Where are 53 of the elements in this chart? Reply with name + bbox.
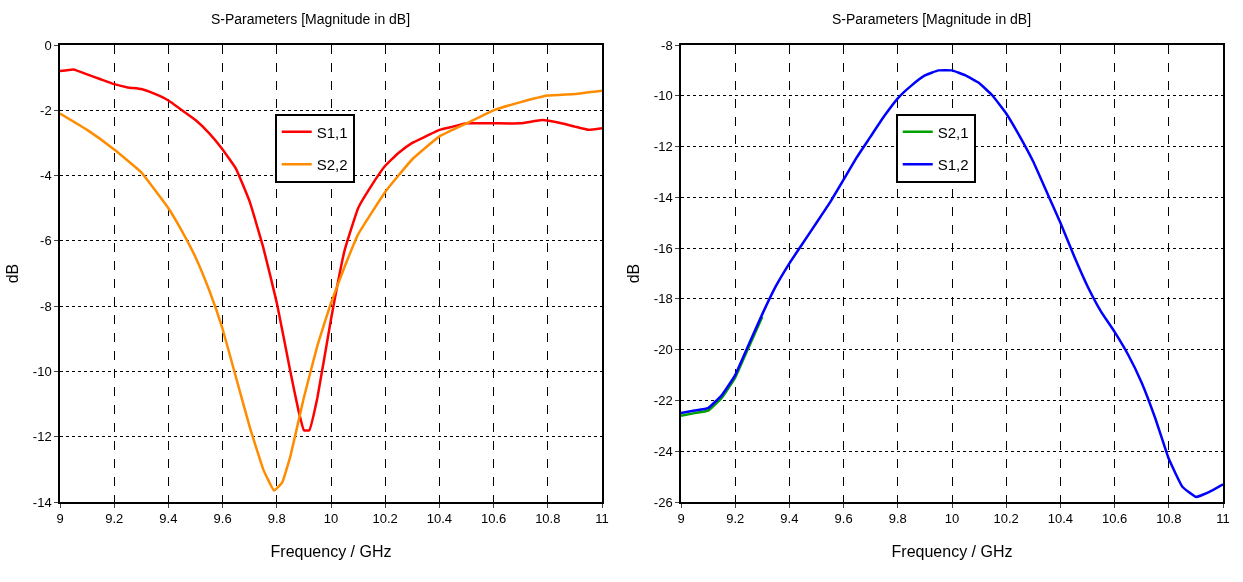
line-series [681,68,1223,499]
x-tick-label: 9.2 [726,511,745,527]
x-tick-label: 9.4 [159,511,178,527]
x-tick-label: 9.4 [780,511,799,527]
y-tick-label: -26 [653,494,673,510]
y-tick-label: -14 [653,189,673,205]
y-tick-label: -16 [653,240,673,256]
x-tick-label: 10.2 [993,511,1019,527]
x-tick-label: 9.6 [213,511,232,527]
chart-title: S-Parameters [Magnitude in dB] [831,11,1032,28]
x-tick-label: 9 [56,511,64,527]
y-tick-label: -10 [32,363,52,379]
y-tick-label: -24 [653,443,673,459]
x-tick-label: 10.6 [1101,511,1128,527]
x-tick-label: 9.6 [834,511,853,527]
legend-label: S2,2 [316,156,348,174]
y-tick-label: -2 [40,102,52,118]
y-tick-label: -6 [40,233,52,249]
x-axis-title: Frequency / GHz [891,542,1013,560]
y-tick-label: -8 [661,37,673,53]
y-tick-label: -8 [40,298,52,314]
legend-label: S1,2 [937,156,969,174]
x-tick-label: 10.8 [1156,511,1182,527]
y-tick-label: -20 [653,342,673,358]
y-tick-label: 0 [44,37,52,53]
y-axis-title: dB [3,263,21,284]
x-axis-title: Frequency / GHz [270,542,392,560]
x-tick-label: 10.4 [1047,511,1074,527]
x-tick-label: 11 [595,511,609,527]
x-tick-label: 10.2 [372,511,398,527]
legend-label: S2,1 [937,123,969,141]
y-tick-label: -12 [32,429,52,445]
line-series [60,68,602,432]
x-tick-label: 10.6 [480,511,507,527]
y-tick-label: -22 [653,392,673,408]
chart-title: S-Parameters [Magnitude in dB] [210,11,411,28]
y-tick-label: -14 [32,494,52,510]
x-tick-label: 9.8 [267,511,286,527]
y-tick-label: -10 [653,88,673,104]
y-tick-label: -12 [653,139,673,155]
x-tick-label: 10 [323,511,339,527]
x-tick-label: 10.8 [535,511,561,527]
x-tick-label: 11 [1216,511,1230,527]
y-tick-label: -4 [40,168,52,184]
x-tick-label: 10.4 [426,511,453,527]
x-tick-label: 10 [944,511,960,527]
line-series [60,89,602,492]
y-tick-label: -18 [653,291,673,307]
x-tick-label: 9.8 [888,511,907,527]
y-axis-title: dB [624,263,642,284]
x-tick-label: 9.2 [105,511,124,527]
legend-label: S1,1 [316,123,348,141]
x-tick-label: 9 [677,511,685,527]
